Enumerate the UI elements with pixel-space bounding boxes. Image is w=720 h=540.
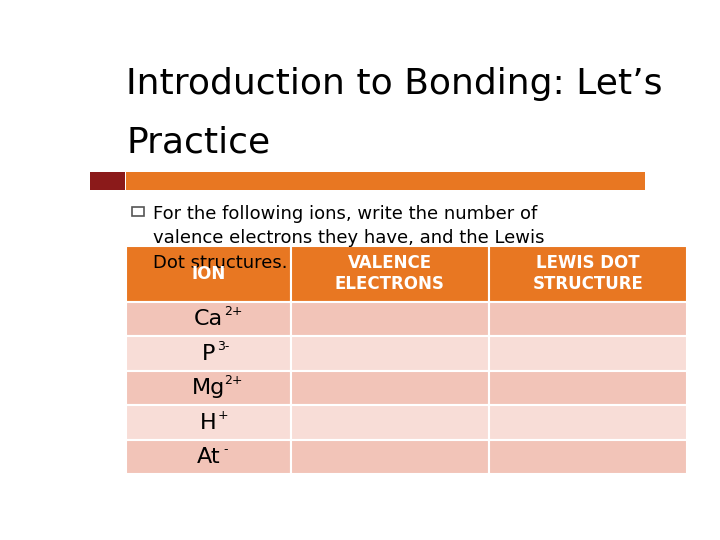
Bar <box>291 246 489 302</box>
Bar <box>291 336 489 371</box>
Bar <box>291 406 489 440</box>
Text: valence electrons they have, and the Lewis: valence electrons they have, and the Lew… <box>153 230 544 247</box>
Text: Mg: Mg <box>192 378 225 398</box>
Bar <box>291 440 489 474</box>
Text: LEWIS DOT
STRUCTURE: LEWIS DOT STRUCTURE <box>533 254 644 293</box>
Bar <box>126 246 291 302</box>
Text: 2+: 2+ <box>224 374 242 387</box>
Bar <box>90 172 125 190</box>
Bar <box>126 172 645 190</box>
Bar <box>489 440 687 474</box>
Text: 2+: 2+ <box>224 305 242 318</box>
Text: Introduction to Bonding: Let’s: Introduction to Bonding: Let’s <box>126 67 663 101</box>
Bar <box>291 302 489 336</box>
Text: Practice: Practice <box>126 125 271 159</box>
Bar <box>126 440 291 474</box>
Text: 3-: 3- <box>217 340 230 353</box>
Text: ION: ION <box>192 265 225 283</box>
Bar <box>132 207 144 216</box>
Text: -: - <box>224 443 228 456</box>
Bar <box>291 371 489 406</box>
Bar <box>489 246 687 302</box>
Text: For the following ions, write the number of: For the following ions, write the number… <box>153 205 537 224</box>
Bar <box>489 406 687 440</box>
Text: P: P <box>202 343 215 363</box>
Bar <box>489 302 687 336</box>
Text: VALENCE
ELECTRONS: VALENCE ELECTRONS <box>335 254 445 293</box>
Bar <box>126 336 291 371</box>
Bar <box>126 406 291 440</box>
Bar <box>126 371 291 406</box>
Bar <box>126 302 291 336</box>
Bar <box>489 371 687 406</box>
Text: Dot structures.: Dot structures. <box>153 254 287 272</box>
Text: At: At <box>197 447 220 467</box>
Text: H: H <box>200 413 217 433</box>
Text: +: + <box>217 409 228 422</box>
Text: Ca: Ca <box>194 309 223 329</box>
Bar <box>489 336 687 371</box>
